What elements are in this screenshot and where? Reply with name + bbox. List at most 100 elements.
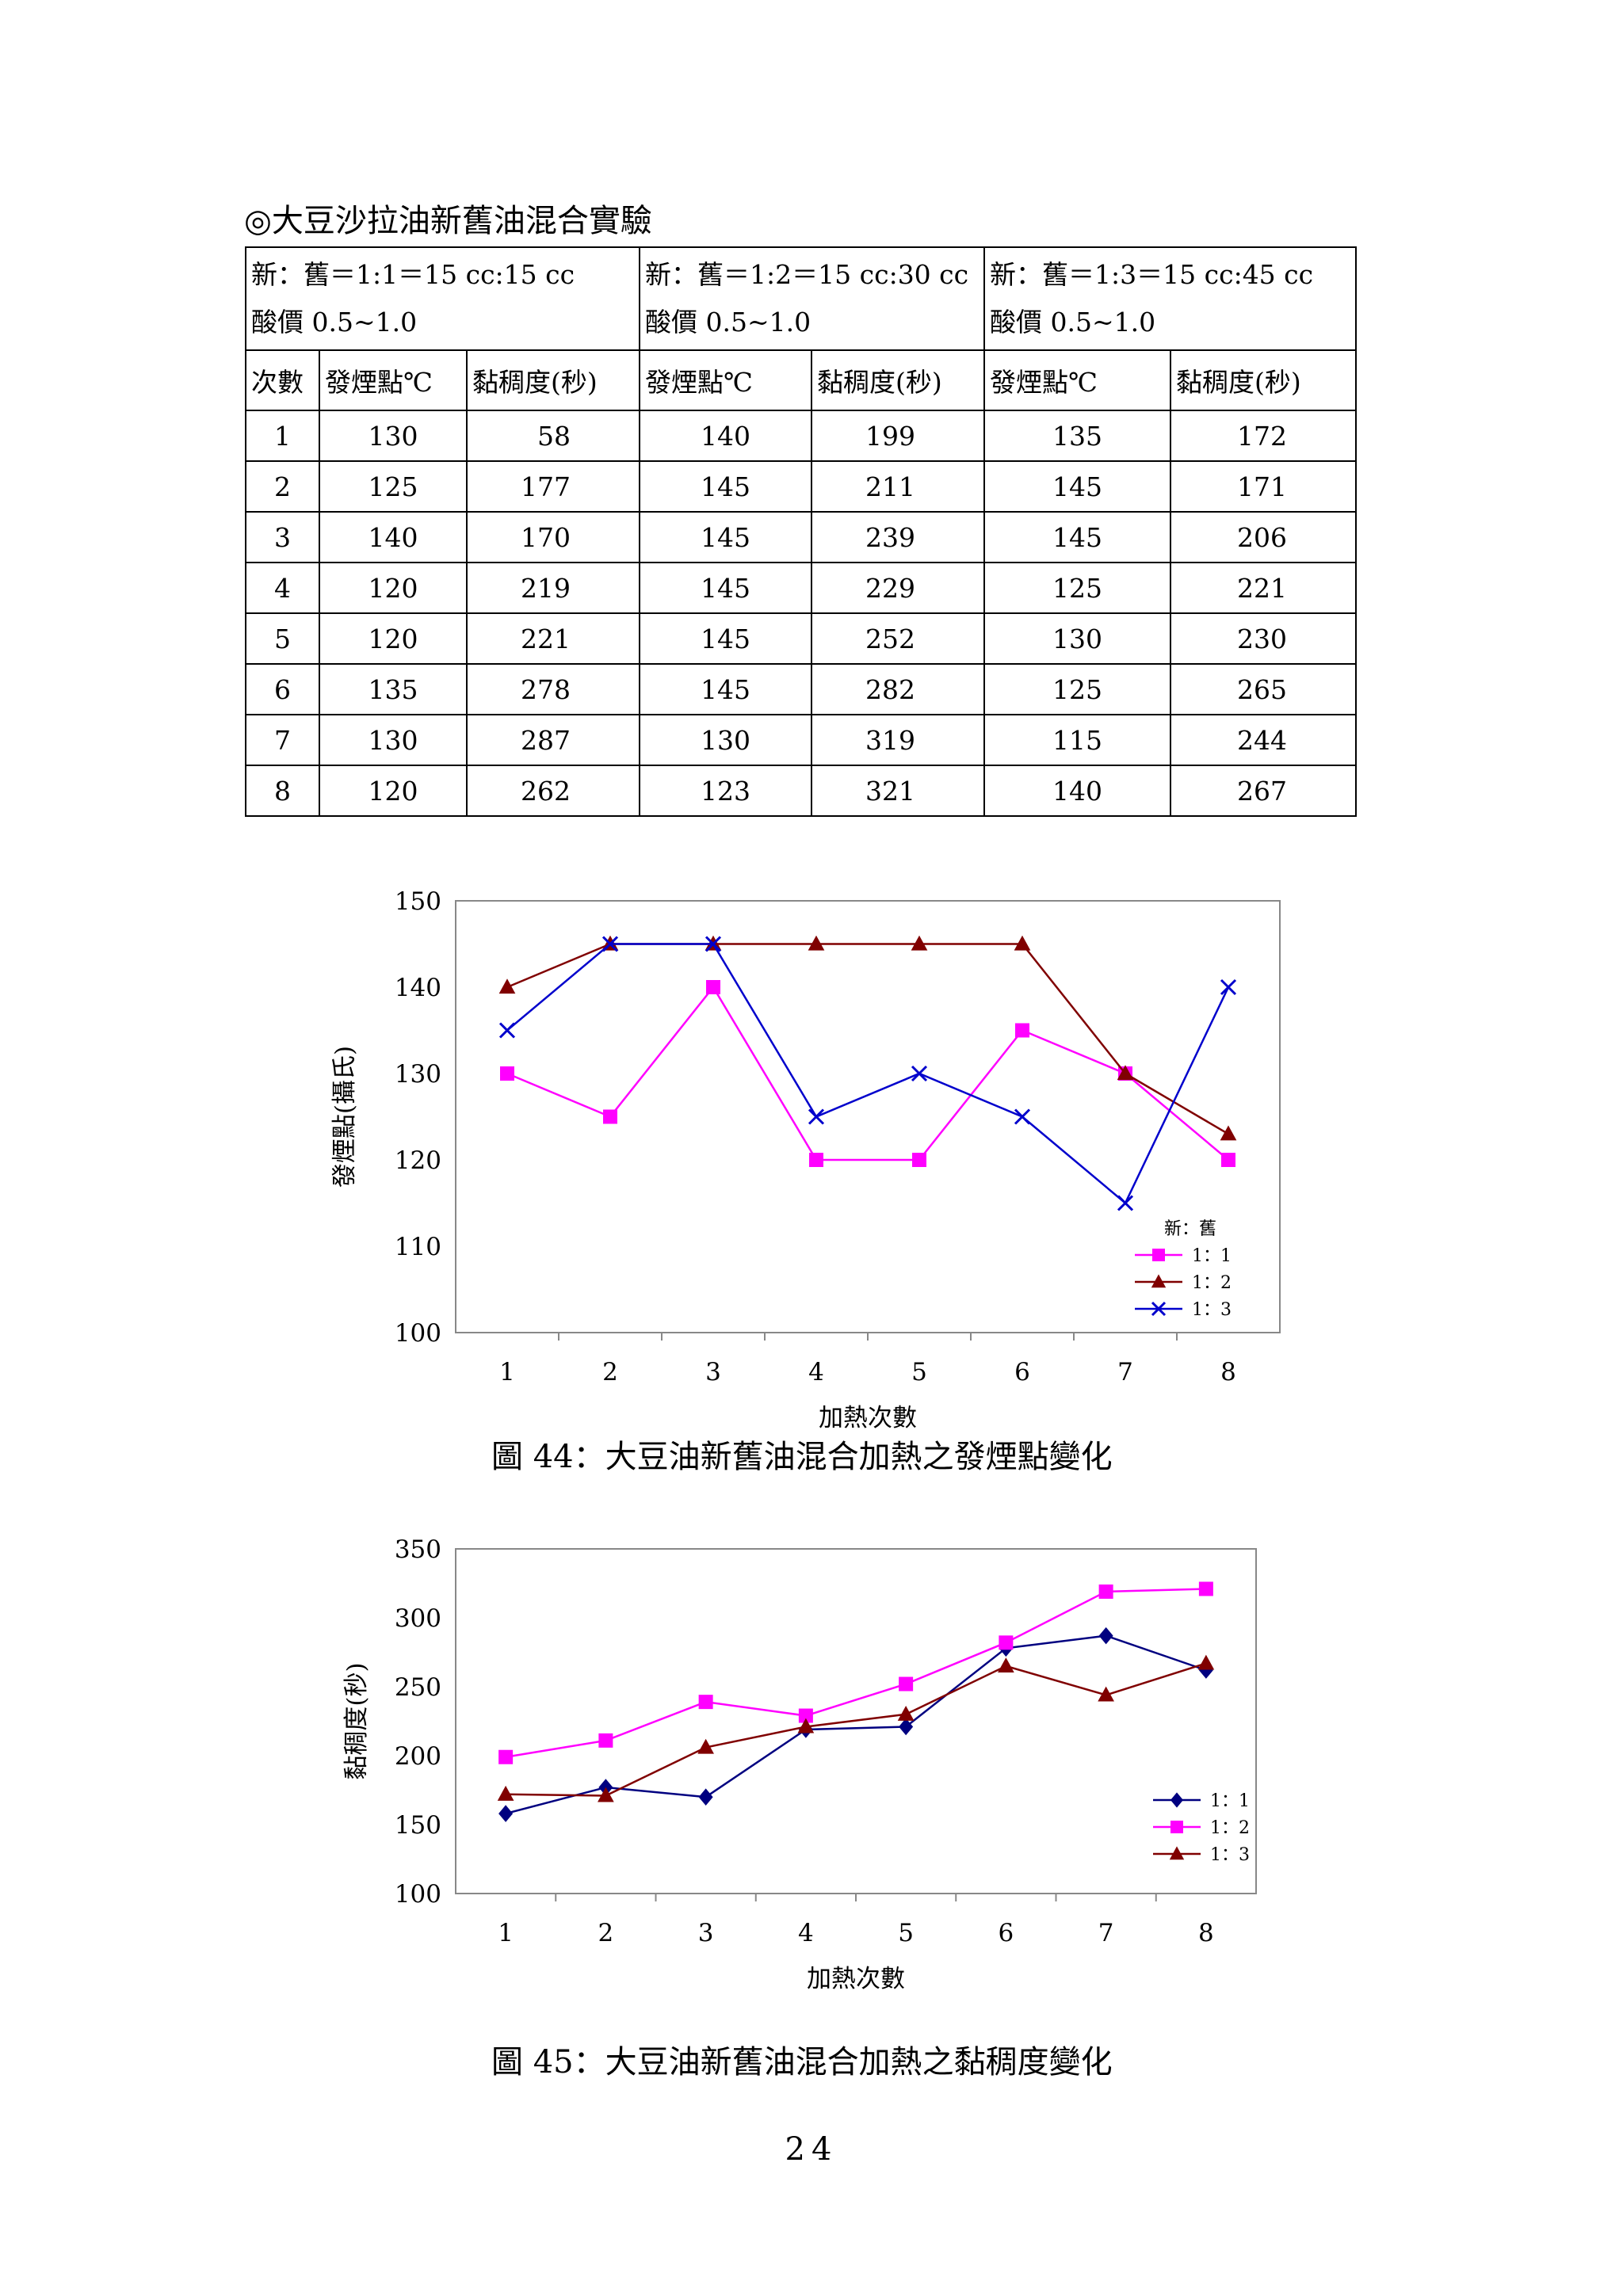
table-cell: 145: [639, 460, 813, 513]
data-point: [1220, 1125, 1237, 1141]
x-tick-label: 5: [911, 1358, 927, 1386]
data-point: [808, 1108, 825, 1125]
legend-marker: [1170, 1792, 1183, 1808]
row-index-cell: 6: [245, 663, 320, 715]
legend-item: 1：2: [1135, 1273, 1232, 1293]
y-tick-label: 100: [395, 1319, 441, 1348]
data-point: [497, 1785, 514, 1801]
table-cell: 170: [465, 511, 641, 563]
legend-item: 1：2: [1153, 1818, 1250, 1838]
table-cell: 211: [811, 460, 986, 513]
series-line: [505, 1588, 1206, 1758]
table-cell: 140: [319, 511, 468, 563]
legend-item: 1：1: [1153, 1791, 1250, 1811]
table-cell: 199: [811, 410, 986, 462]
table-cell: 229: [811, 562, 986, 614]
legend: 新：舊 1：1 1：2 1：3: [1135, 1219, 1232, 1320]
data-point: [998, 1657, 1014, 1672]
table-row: 5 120 221 145 252 130 230: [245, 612, 1358, 665]
table-cell: 135: [319, 663, 468, 715]
table-cell: 287: [465, 714, 641, 766]
params-row: 新：舊＝1:1＝15 cc:15 cc 酸價 0.5~1.0 新：舊＝1:2＝1…: [244, 246, 1358, 351]
table-cell: 130: [639, 714, 813, 766]
legend-label: 1：2: [1210, 1818, 1250, 1838]
y-tick-label: 110: [395, 1233, 441, 1261]
header-cell: 次數: [245, 349, 320, 411]
legend-marker: [1151, 1301, 1167, 1317]
table-cell: 140: [983, 765, 1172, 817]
legend-marker: [1151, 1274, 1167, 1288]
x-tick-label: 1: [498, 1919, 514, 1947]
legend-label: 1：1: [1192, 1246, 1232, 1266]
series-line: [506, 1662, 1207, 1797]
data-point: [999, 1635, 1014, 1650]
data-point: [899, 1676, 914, 1691]
table-cell: 145: [983, 460, 1172, 513]
x-tick-label: 4: [798, 1919, 814, 1947]
header-cell: 發煙點℃: [319, 349, 468, 411]
data-point: [498, 1022, 516, 1039]
data-point: [798, 1708, 813, 1723]
figure-44-caption: 圖 44：大豆油新舊油混合加熱之發煙點變化: [491, 1439, 1113, 1475]
legend-marker: [1169, 1846, 1185, 1860]
data-point: [797, 1718, 815, 1733]
table-cell: 239: [811, 511, 986, 563]
data-point: [1014, 935, 1031, 951]
x-tick-label: 7: [1117, 1358, 1133, 1386]
table-cell: 130: [983, 612, 1172, 665]
legend-item: 1：1: [1135, 1246, 1232, 1266]
legend-item: 1：3: [1135, 1300, 1232, 1320]
table-cell: 278: [465, 663, 641, 715]
y-tick-label: 150: [395, 1811, 441, 1840]
group-1-acid: 酸價 0.5~1.0: [251, 307, 418, 338]
data-point: [1014, 1108, 1031, 1125]
figure-45-caption: 圖 45：大豆油新舊油混合加熱之黏稠度變化: [491, 2044, 1113, 2081]
header-cell: 黏稠度(秒): [1170, 349, 1358, 411]
table-cell: 125: [983, 562, 1172, 614]
table-cell: 145: [983, 511, 1172, 563]
x-axis-label: 加熱次數: [807, 1965, 905, 1993]
table-cell: 252: [811, 612, 986, 665]
group-3-acid: 酸價 0.5~1.0: [990, 307, 1156, 338]
group-2-ratio: 新：舊＝1:2＝15 cc:30 cc: [645, 259, 969, 290]
data-point: [912, 1153, 926, 1167]
data-point: [498, 1749, 514, 1764]
x-axis-label: 加熱次數: [819, 1404, 917, 1432]
table-cell: 125: [983, 663, 1172, 715]
series-line: [506, 943, 1230, 1205]
legend-label: 1：3: [1210, 1845, 1250, 1865]
table-cell: 171: [1170, 460, 1358, 513]
data-point: [706, 980, 720, 994]
data-point: [698, 1695, 713, 1710]
series-1: [500, 980, 1235, 1167]
table-cell: 123: [639, 765, 813, 817]
data-table: 新：舊＝1:1＝15 cc:15 cc 酸價 0.5~1.0 新：舊＝1:2＝1…: [244, 246, 1358, 817]
table-cell: 145: [639, 663, 813, 715]
table-cell: 221: [1170, 562, 1358, 614]
group-1-ratio: 新：舊＝1:1＝15 cc:15 cc: [251, 259, 575, 290]
page-number: 24: [785, 2131, 838, 2168]
series-3: [497, 1654, 1215, 1802]
section-heading: ◎大豆沙拉油新舊油混合實驗: [244, 203, 652, 239]
header-cell: 黏稠度(秒): [465, 349, 641, 411]
y-tick-label: 250: [395, 1673, 441, 1702]
legend-marker: [1152, 1249, 1165, 1261]
legend-label: 1：1: [1210, 1791, 1250, 1811]
y-tick-label: 150: [395, 887, 441, 916]
legend-label: 1：2: [1192, 1273, 1232, 1293]
data-point: [603, 1109, 617, 1124]
table-cell: 177: [465, 460, 641, 513]
y-tick-label: 300: [395, 1604, 441, 1633]
row-index-cell: 4: [245, 562, 320, 614]
plot-area: [455, 900, 1281, 1333]
table-row: 8 120 262 123 321 140 267: [245, 765, 1358, 817]
series-3: [498, 936, 1237, 1211]
group-1-params: 新：舊＝1:1＝15 cc:15 cc 酸價 0.5~1.0: [244, 246, 641, 351]
table-cell: 140: [639, 410, 813, 462]
data-point: [498, 1805, 514, 1822]
y-tick-label: 100: [395, 1880, 441, 1909]
table-cell: 321: [811, 765, 986, 817]
data-point: [705, 936, 722, 952]
table-cell: 319: [811, 714, 986, 766]
legend-item: 1：3: [1153, 1845, 1250, 1865]
